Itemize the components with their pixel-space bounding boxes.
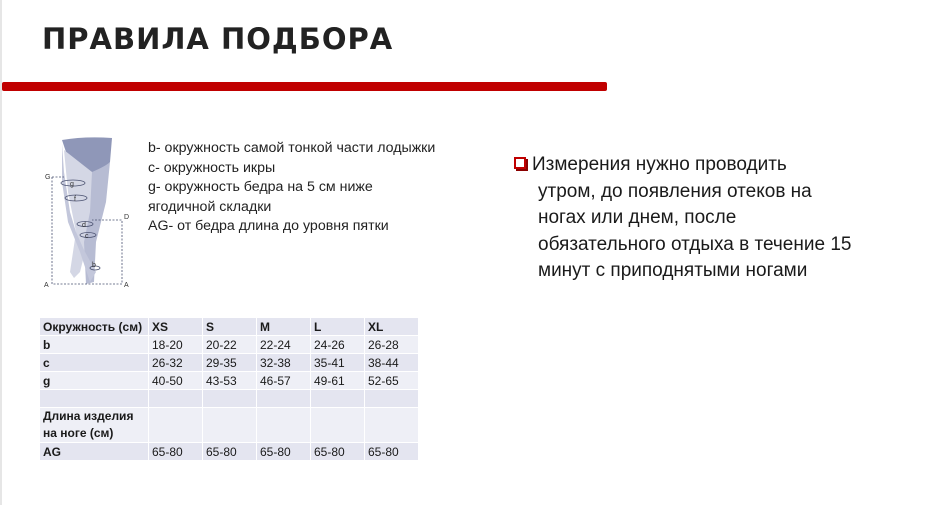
legend-g: g- окружность бедра на 5 см ниже ягодичн…	[148, 179, 373, 215]
table-row	[39, 389, 419, 408]
leg-measurement-diagram: G g f d D c b A A	[44, 137, 129, 289]
svg-text:D: D	[124, 214, 129, 221]
svg-text:c: c	[85, 233, 89, 240]
svg-text:A: A	[44, 282, 49, 289]
measurement-legend: b- окружность самой тонкой части лодыжки…	[148, 139, 438, 237]
size-table: Окружность (см) XS S M L XL b 18-20 20-22 22-24 2…	[39, 317, 419, 461]
label-G: G	[45, 174, 50, 181]
svg-text:A: A	[124, 282, 129, 289]
measurement-note: Измерения нужно проводить утром, до появ…	[514, 152, 904, 285]
table-row: g 40-50 43-53 46-57 49-61 52-65	[39, 371, 419, 390]
page-title: ПРАВИЛА ПОДБОРА	[42, 22, 394, 56]
svg-text:d: d	[82, 222, 86, 229]
svg-text:g: g	[70, 181, 74, 188]
table-row: c 26-32 29-35 32-38 35-41 38-44	[39, 353, 419, 372]
legend-ag: AG- от бедра длина до уровня пятки	[148, 218, 389, 235]
legend-b: b- окружность самой тонкой части лодыжки	[148, 140, 436, 156]
table-row: AG 65-80 65-80 65-80 65-80 65-80	[39, 442, 419, 461]
table-header-row: Окружность (см) XS S M L XL	[39, 317, 419, 336]
table-row: Длина изделия на ноге (см)	[39, 407, 419, 443]
table-row: b 18-20 20-22 22-24 24-26 26-28	[39, 335, 419, 354]
svg-text:f: f	[74, 196, 76, 203]
svg-text:b: b	[92, 262, 96, 269]
square-bullet-icon	[514, 157, 526, 169]
legend-c: c- окружность икры	[148, 159, 276, 176]
title-underline	[2, 82, 607, 91]
